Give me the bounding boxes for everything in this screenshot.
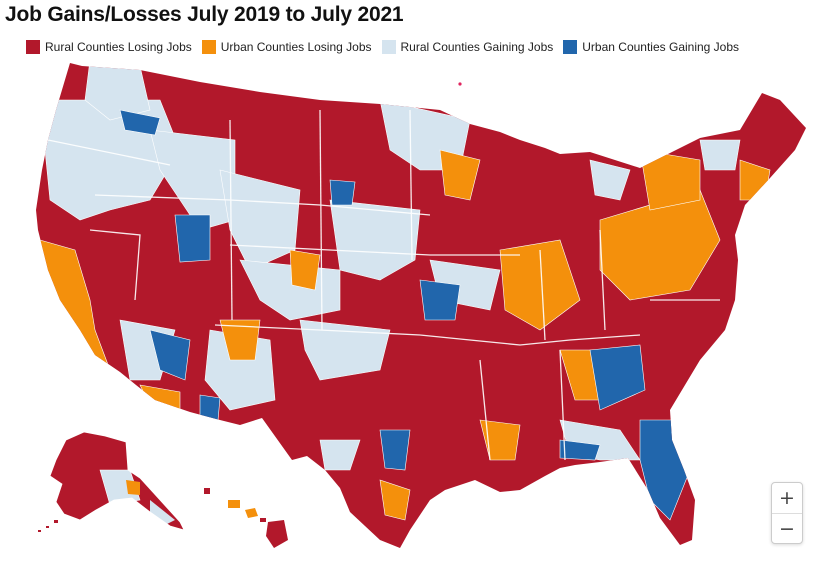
county-map[interactable] <box>0 58 817 570</box>
legend-swatch-urban-gaining <box>563 40 578 54</box>
legend-label-urban-gaining: Urban Counties Gaining Jobs <box>582 40 740 54</box>
legend-item-rural-losing: Rural Counties Losing Jobs <box>26 40 192 54</box>
alaska <box>50 432 184 530</box>
aleutian-islands <box>38 520 58 532</box>
legend-item-urban-losing: Urban Counties Losing Jobs <box>201 40 372 54</box>
legend-swatch-rural-losing <box>26 40 40 54</box>
legend-swatch-rural-gaining <box>381 40 396 54</box>
legend-label-rural-gaining: Rural Counties Gaining Jobs <box>400 40 554 54</box>
zoom-out-button[interactable]: − <box>772 513 802 544</box>
legend-label-rural-losing: Rural Counties Losing Jobs <box>45 40 192 54</box>
hawaii <box>204 488 288 548</box>
alaska-outline <box>49 431 185 531</box>
legend: Rural Counties Losing Jobs Urban Countie… <box>26 40 749 54</box>
map-marker-dot <box>458 82 462 86</box>
legend-label-urban-losing: Urban Counties Losing Jobs <box>220 40 372 54</box>
legend-item-rural-gaining: Rural Counties Gaining Jobs <box>381 40 554 54</box>
zoom-in-button[interactable]: + <box>779 487 795 509</box>
legend-item-urban-gaining: Urban Counties Gaining Jobs <box>563 40 739 54</box>
legend-swatch-urban-losing <box>201 40 216 54</box>
zoom-control: + − <box>771 482 803 544</box>
map-title: Job Gains/Losses July 2019 to July 2021 <box>5 3 404 26</box>
